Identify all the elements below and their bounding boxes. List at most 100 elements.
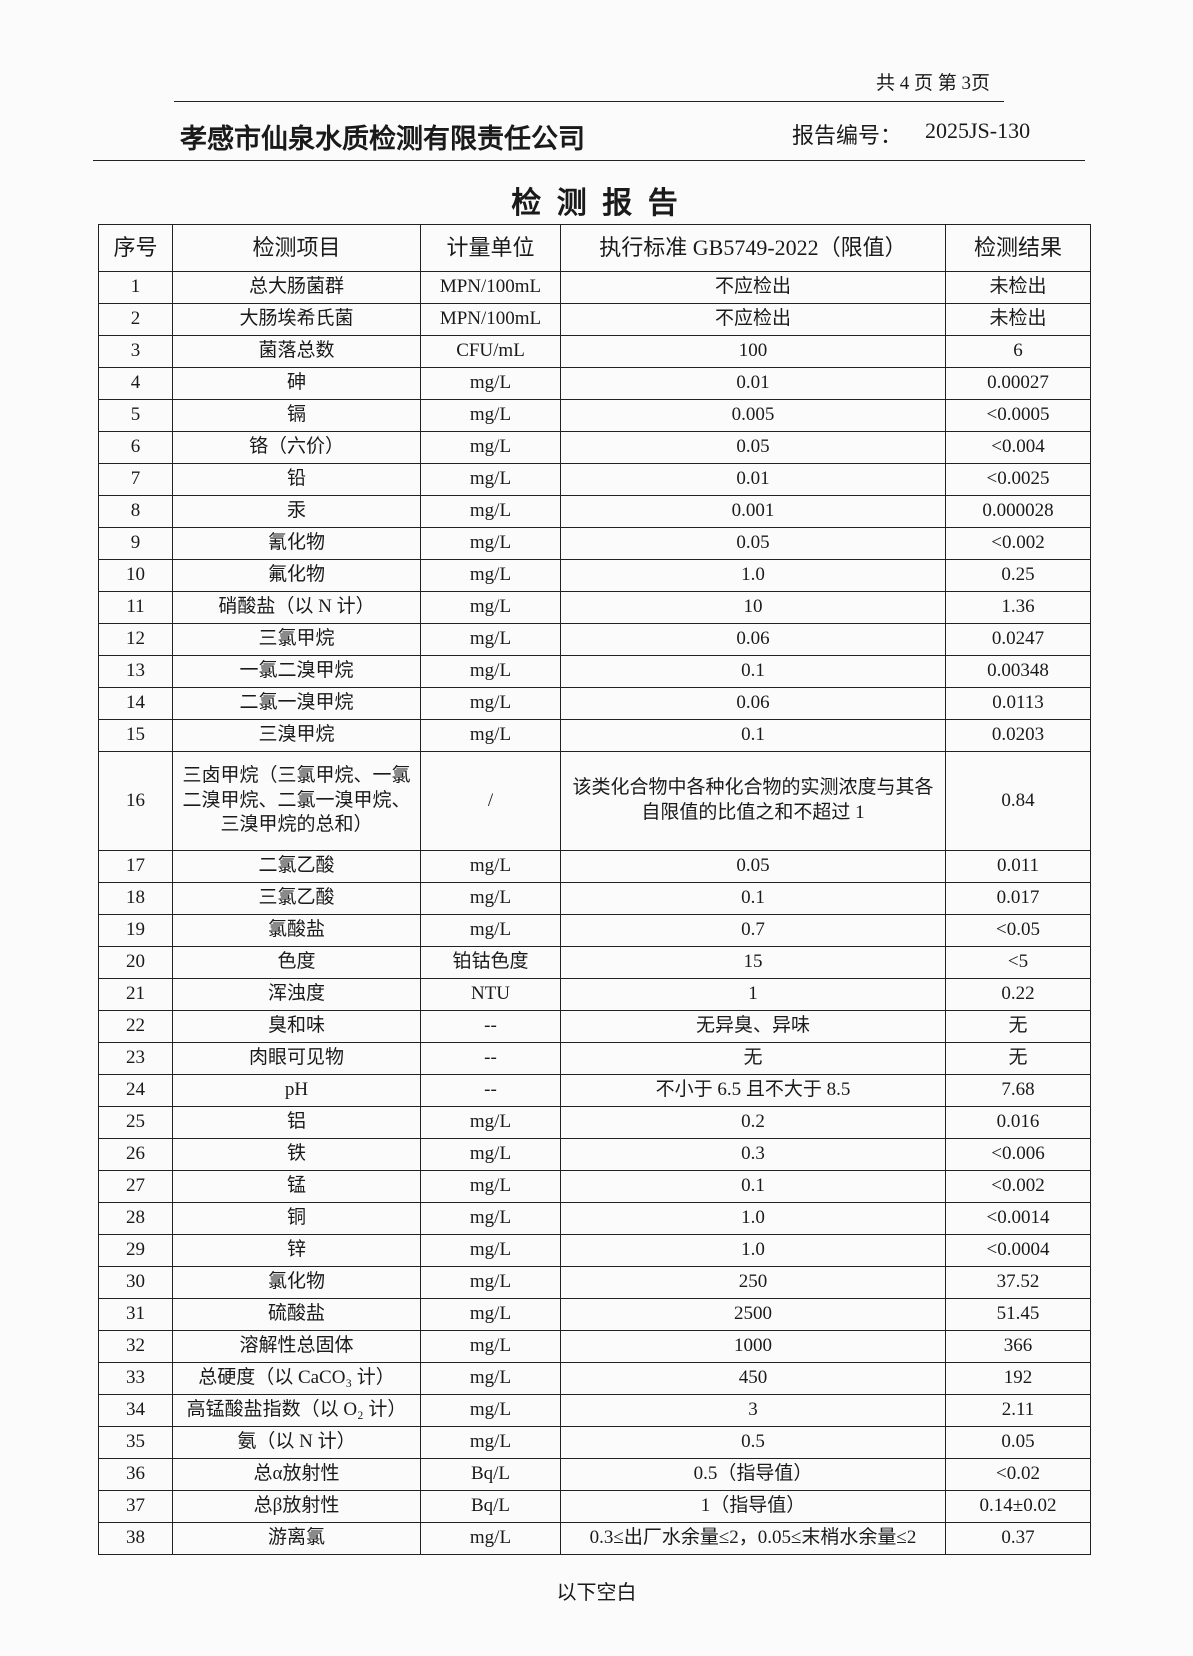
table-cell: mg/L: [420, 1106, 561, 1139]
table-cell: 0.0113: [945, 687, 1091, 720]
table-cell: 25: [98, 1106, 173, 1139]
table-cell: mg/L: [420, 1522, 561, 1555]
results-table: 序号 检测项目 计量单位 执行标准 GB5749-2022（限值） 检测结果 1 总大肠菌…: [98, 224, 1091, 1555]
table-cell: /: [420, 751, 561, 851]
table-cell: 33: [98, 1362, 173, 1395]
table-cell: 450: [560, 1362, 946, 1395]
table-cell: 未检出: [945, 271, 1091, 304]
table-row: 26 铁 mg/L 0.3 <0.006: [98, 1138, 1091, 1171]
table-cell: 21: [98, 978, 173, 1011]
table-cell: 1: [560, 978, 946, 1011]
table-cell: mg/L: [420, 495, 561, 528]
report-title: 检 测 报 告: [511, 187, 682, 220]
table-cell: 32: [98, 1330, 173, 1363]
table-cell: 51.45: [945, 1298, 1091, 1331]
page-info: 共 4 页 第 3页: [876, 73, 991, 94]
column-header: 执行标准 GB5749-2022（限值）: [560, 224, 946, 272]
table-cell: 总硬度（以 CaCO₃ 计）: [172, 1362, 421, 1395]
table-cell: mg/L: [420, 1202, 561, 1235]
table-cell: 0.1: [560, 719, 946, 752]
table-cell: 1（指导值）: [560, 1490, 946, 1523]
rule: [174, 101, 1004, 102]
table-cell: mg/L: [420, 1330, 561, 1363]
table-cell: <0.0014: [945, 1202, 1091, 1235]
table-cell: 19: [98, 914, 173, 947]
table-cell: 砷: [172, 367, 421, 400]
table-cell: <0.002: [945, 1170, 1091, 1203]
table-cell: 色度: [172, 946, 421, 979]
table-cell: 不应检出: [560, 271, 946, 304]
table-row: 14 二氯一溴甲烷 mg/L 0.06 0.0113: [98, 687, 1091, 720]
rule: [93, 160, 1085, 161]
table-cell: 硫酸盐: [172, 1298, 421, 1331]
table-row: 3 菌落总数 CFU/mL 100 6: [98, 335, 1091, 368]
table-row: 7 铅 mg/L 0.01 <0.0025: [98, 463, 1091, 496]
table-cell: 0.05: [560, 850, 946, 883]
table-cell: 0.1: [560, 882, 946, 915]
table-cell: 7.68: [945, 1074, 1091, 1107]
table-row: 17 二氯乙酸 mg/L 0.05 0.011: [98, 850, 1091, 883]
table-cell: 三卤甲烷（三氯甲烷、一氯二溴甲烷、二氯一溴甲烷、三溴甲烷的总和）: [172, 751, 421, 851]
table-cell: 无: [560, 1042, 946, 1075]
table-cell: 游离氯: [172, 1522, 421, 1555]
table-cell: 1: [98, 271, 173, 304]
table-cell: 31: [98, 1298, 173, 1331]
table-cell: <0.006: [945, 1138, 1091, 1171]
table-cell: 9: [98, 527, 173, 560]
table-row: 13 一氯二溴甲烷 mg/L 0.1 0.00348: [98, 655, 1091, 688]
table-cell: mg/L: [420, 1266, 561, 1299]
table-cell: 11: [98, 591, 173, 624]
table-cell: 0.5: [560, 1426, 946, 1459]
table-row: 18 三氯乙酸 mg/L 0.1 0.017: [98, 882, 1091, 915]
table-cell: <0.02: [945, 1458, 1091, 1491]
table-cell: 0.0203: [945, 719, 1091, 752]
table-cell: 18: [98, 882, 173, 915]
table-cell: 总α放射性: [172, 1458, 421, 1491]
table-cell: <0.0004: [945, 1234, 1091, 1267]
table-cell: 二氯乙酸: [172, 850, 421, 883]
table-cell: 8: [98, 495, 173, 528]
table-cell: 三氯乙酸: [172, 882, 421, 915]
table-cell: 4: [98, 367, 173, 400]
table-cell: 大肠埃希氏菌: [172, 303, 421, 336]
table-cell: 0.22: [945, 978, 1091, 1011]
column-header: 检测项目: [172, 224, 421, 272]
table-cell: 锰: [172, 1170, 421, 1203]
table-row: 19 氯酸盐 mg/L 0.7 <0.05: [98, 914, 1091, 947]
table-cell: 14: [98, 687, 173, 720]
table-cell: <0.0005: [945, 399, 1091, 432]
table-cell: mg/L: [420, 367, 561, 400]
table-cell: Bq/L: [420, 1458, 561, 1491]
table-cell: <0.0025: [945, 463, 1091, 496]
table-cell: 氰化物: [172, 527, 421, 560]
table-cell: 35: [98, 1426, 173, 1459]
table-cell: 0.7: [560, 914, 946, 947]
table-cell: 氨（以 N 计）: [172, 1426, 421, 1459]
table-cell: 22: [98, 1010, 173, 1043]
table-row: 21 浑浊度 NTU 1 0.22: [98, 978, 1091, 1011]
table-cell: mg/L: [420, 527, 561, 560]
table-cell: 0.011: [945, 850, 1091, 883]
table-cell: 0.3: [560, 1138, 946, 1171]
table-cell: mg/L: [420, 1298, 561, 1331]
table-cell: mg/L: [420, 399, 561, 432]
table-cell: 1.0: [560, 1202, 946, 1235]
table-cell: 0.00348: [945, 655, 1091, 688]
table-cell: 不应检出: [560, 303, 946, 336]
table-cell: 2: [98, 303, 173, 336]
table-row: 37 总β放射性 Bq/L 1（指导值） 0.14±0.02: [98, 1490, 1091, 1523]
table-cell: 0.14±0.02: [945, 1490, 1091, 1523]
table-cell: 1.36: [945, 591, 1091, 624]
table-cell: 铅: [172, 463, 421, 496]
table-row: 29 锌 mg/L 1.0 <0.0004: [98, 1234, 1091, 1267]
table-cell: 总大肠菌群: [172, 271, 421, 304]
table-row: 30 氯化物 mg/L 250 37.52: [98, 1266, 1091, 1299]
table-cell: 总β放射性: [172, 1490, 421, 1523]
table-cell: 肉眼可见物: [172, 1042, 421, 1075]
table-row: 6 铬（六价） mg/L 0.05 <0.004: [98, 431, 1091, 464]
table-cell: 23: [98, 1042, 173, 1075]
table-row: 12 三氯甲烷 mg/L 0.06 0.0247: [98, 623, 1091, 656]
table-cell: mg/L: [420, 1170, 561, 1203]
table-cell: mg/L: [420, 850, 561, 883]
table-cell: 无异臭、异味: [560, 1010, 946, 1043]
